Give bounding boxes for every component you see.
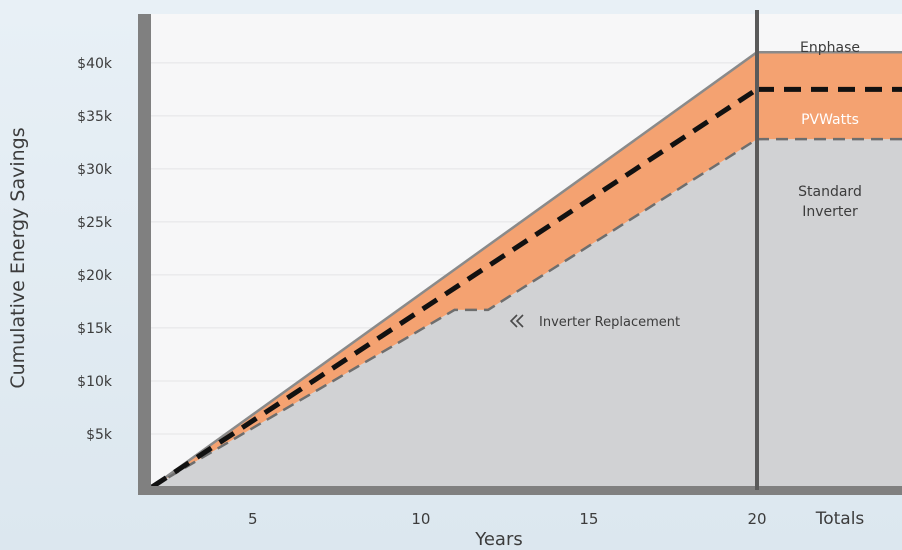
x-tick-label: 10 <box>411 510 430 528</box>
standard-inverter-line <box>151 138 758 489</box>
totals-standard-label-line1: Standard <box>798 184 862 200</box>
y-tick-label: $25k <box>77 215 113 231</box>
x-axis <box>138 486 902 495</box>
enphase-line <box>151 51 758 489</box>
totals-pvwatts-label: PVWatts <box>801 112 859 128</box>
y-tick-labels: $5k $10k $15k $20k $25k $30k $35k $40k <box>77 56 113 443</box>
totals-divider <box>755 10 759 490</box>
y-tick-label: $10k <box>77 374 113 390</box>
y-tick-label: $15k <box>77 321 113 337</box>
y-tick-label: $30k <box>77 162 113 178</box>
pvwatts-line <box>150 87 759 490</box>
x-axis-title: Years <box>474 529 523 550</box>
y-tick-label: $20k <box>77 268 113 284</box>
inverter-replacement-annotation: Inverter Replacement <box>539 315 680 330</box>
totals-enphase-label: Enphase <box>800 40 860 56</box>
y-axis-title: Cumulative Energy Savings <box>7 127 29 388</box>
standard-inverter-area <box>152 139 757 487</box>
x-tick-label: 5 <box>248 510 258 528</box>
y-axis <box>138 14 151 494</box>
x-tick-label: 15 <box>579 510 598 528</box>
totals-label: Totals <box>815 509 865 529</box>
y-tick-label: $35k <box>77 109 113 125</box>
y-tick-label: $5k <box>86 427 113 443</box>
double-chevron-left-icon <box>509 314 524 328</box>
totals-standard-inverter-area <box>757 139 902 488</box>
totals-standard-label-line2: Inverter <box>802 204 858 220</box>
x-tick-labels: 5 10 15 20 <box>248 510 766 528</box>
y-tick-label: $40k <box>77 56 113 72</box>
x-tick-label: 20 <box>747 510 766 528</box>
totals-enphase-band <box>757 52 902 140</box>
